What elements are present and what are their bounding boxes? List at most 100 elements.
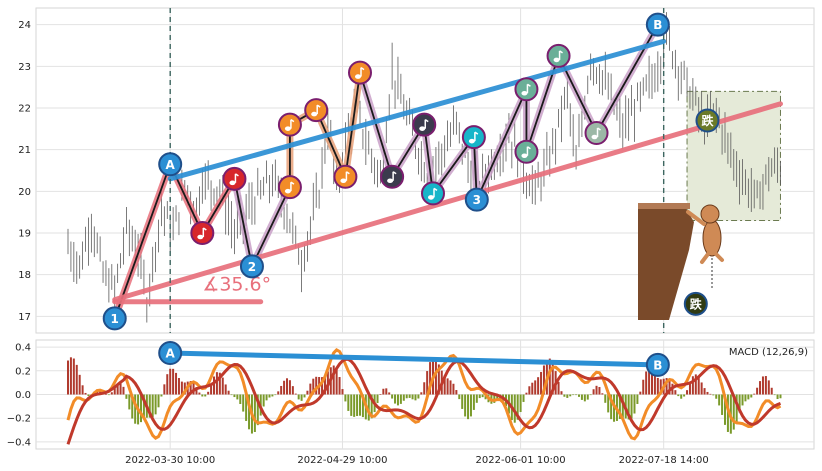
macd-histogram-bar [767, 380, 770, 395]
macd-histogram-bar [189, 381, 192, 395]
macd-histogram-bar [233, 394, 236, 398]
macd-histogram-bar [394, 394, 397, 404]
macd-histogram-bar [680, 394, 683, 399]
macd-histogram-bar [721, 394, 724, 415]
macd-histogram-bar [78, 374, 81, 395]
macd-histogram-bar [274, 394, 277, 396]
macd-histogram-bar [356, 394, 359, 417]
macd-histogram-bar [651, 370, 653, 395]
price-y-tick-label: 20 [18, 187, 31, 198]
wave-marker-note [333, 164, 358, 189]
macd-histogram-bar [385, 388, 388, 395]
macd-y-tick-label: 0.2 [15, 366, 31, 377]
macd-y-tick-label: −0.2 [7, 414, 31, 425]
macd-histogram-bar [399, 394, 402, 404]
macd-histogram-bar [694, 374, 697, 395]
macd-histogram-bar [391, 394, 394, 399]
wave-segment [233, 178, 253, 267]
music-note-flag [527, 83, 531, 87]
price-y-tick-label: 18 [18, 270, 31, 281]
macd-y-tick-label: 0.0 [15, 390, 31, 401]
wave-marker-badge [461, 125, 486, 150]
macd-histogram-bar [204, 394, 207, 397]
macd-histogram-bar [87, 394, 90, 397]
macd-histogram-bar [668, 379, 671, 395]
macd-histogram-bar [712, 394, 715, 396]
macd-histogram-bar [586, 394, 589, 400]
macd-histogram-bar [639, 391, 642, 395]
macd-histogram-bar [414, 394, 417, 401]
macd-histogram-bar [709, 393, 712, 395]
x-tick-label: 2022-06-01 10:00 [476, 455, 566, 466]
music-note-flag [597, 127, 601, 131]
dog-arm [686, 210, 706, 226]
macd-marker-text: B [653, 358, 662, 372]
macd-histogram-bar [531, 382, 534, 395]
macd-histogram-bar [148, 394, 151, 418]
music-note-icon [197, 234, 204, 240]
wave-marker-badge [514, 139, 539, 164]
macd-line [66, 348, 782, 441]
macd-histogram-bar [359, 394, 361, 416]
macd-histogram-bar [513, 394, 516, 423]
macd-histogram-bar [569, 394, 572, 397]
wave-marker-note [222, 166, 247, 191]
music-note-flag [360, 66, 365, 71]
macd-title: MACD (12,26,9) [729, 347, 808, 358]
macd-histogram-bar [388, 392, 391, 395]
macd-histogram-bar [557, 381, 560, 395]
wave-marker-badge [421, 181, 445, 206]
price-y-tick-label: 23 [18, 62, 31, 73]
macd-histogram-bar [744, 394, 747, 402]
macd-histogram-bar [756, 387, 759, 395]
x-tick-label: 2022-07-18 14:00 [619, 455, 709, 466]
x-tick-label: 2022-04-29 10:00 [297, 455, 387, 466]
dog-body [702, 219, 722, 257]
macd-histogram-bar [110, 392, 113, 395]
macd-histogram-bar [449, 380, 452, 395]
macd-histogram-bar [213, 376, 215, 395]
wave-marker-text: 3 [473, 193, 481, 207]
macd-histogram-bar [166, 374, 169, 395]
macd-histogram-bar [691, 376, 694, 395]
macd-histogram-bar [350, 394, 353, 416]
wave-marker-text: A [166, 158, 176, 172]
wave-segment [359, 72, 393, 178]
wave-marker-note [514, 139, 539, 164]
macd-histogram-bar [738, 394, 741, 413]
macd-marker-badge [158, 341, 183, 366]
macd-histogram-bar [700, 382, 703, 395]
macd-histogram-bar [265, 394, 268, 401]
wave-marker-text: 跌 [701, 113, 714, 128]
macd-panel: 2022-03-30 10:00 2022-04-29 10:00 2022-06-… [7, 339, 815, 466]
macd-histogram-bar [411, 394, 414, 400]
macd-histogram-bar [627, 394, 630, 420]
music-note-icon [387, 178, 394, 184]
macd-histogram-bar [312, 378, 315, 395]
music-note-icon [284, 126, 291, 131]
trendline-lower [112, 101, 783, 303]
macd-histogram-bar [294, 393, 297, 395]
macd-histogram-bar [236, 394, 239, 400]
cliff-shape [638, 205, 694, 320]
macd-histogram-bar [551, 362, 554, 395]
macd-histogram-bar [309, 383, 312, 395]
macd-histogram-bar [478, 394, 481, 399]
macd-histogram-bar [540, 371, 543, 395]
wave-marker-badge [695, 108, 720, 133]
macd-histogram-bar [642, 379, 645, 395]
wave-marker-text: 1 [111, 312, 119, 326]
music-note-flag [290, 119, 295, 123]
signal-line [66, 357, 782, 445]
macd-histogram-bar [525, 392, 528, 395]
macd-histogram-bar [408, 394, 411, 398]
wave-marker-badge [380, 164, 405, 189]
macd-histogram-bar [659, 379, 662, 395]
macd-histogram-bar [75, 364, 78, 395]
music-note-icon [355, 74, 361, 79]
macd-histogram-bar [291, 386, 294, 395]
macd-histogram-bar [379, 394, 382, 395]
wave-marker-badge [584, 121, 609, 145]
wave-segment [344, 72, 361, 177]
